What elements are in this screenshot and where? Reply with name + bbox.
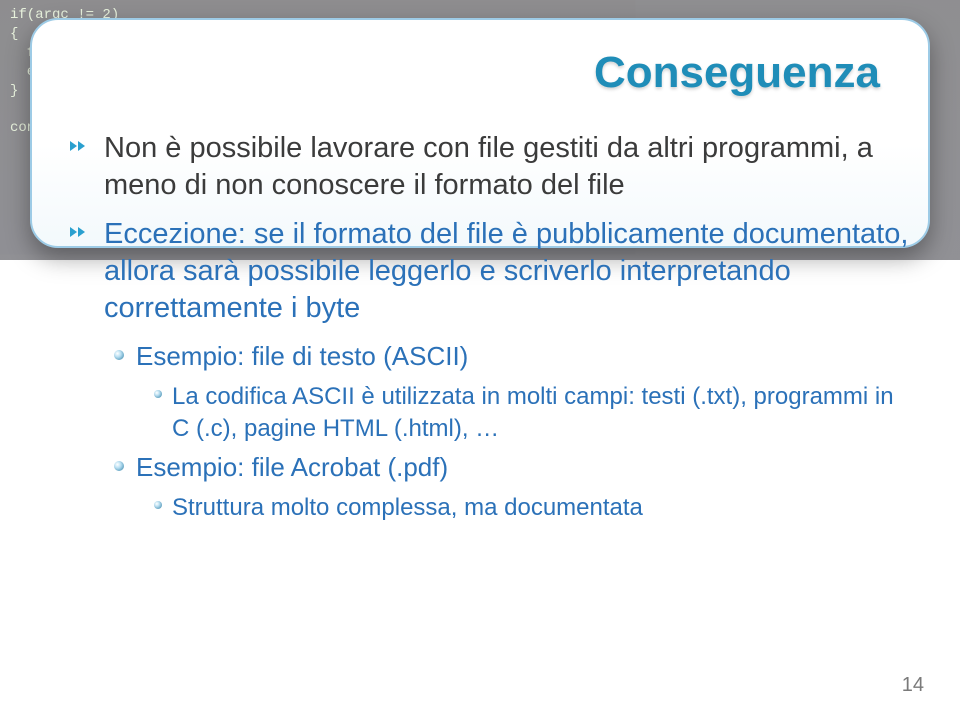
bullet-level3: La codifica ASCII è utilizzata in molti … (154, 381, 910, 444)
bullet-text: La codifica ASCII è utilizzata in molti … (172, 381, 910, 444)
double-arrow-icon (70, 136, 92, 158)
bullet-level2: Esempio: file Acrobat (.pdf) (114, 451, 910, 485)
bullet-level1: Eccezione: se il formato del file è pubb… (70, 216, 910, 327)
bullet-level1: Non è possibile lavorare con file gestit… (70, 130, 910, 204)
bullet-text: Eccezione: se il formato del file è pubb… (104, 216, 910, 327)
bullet-text: Esempio: file Acrobat (.pdf) (136, 451, 448, 485)
double-arrow-icon (70, 222, 92, 244)
slide-title: Conseguenza (594, 48, 880, 98)
bgcode-line: { (10, 26, 18, 42)
bullet-level3: Struttura molto complessa, ma documentat… (154, 492, 910, 524)
content-area: Non è possibile lavorare con file gestit… (70, 130, 910, 530)
bullet-text: Struttura molto complessa, ma documentat… (172, 492, 643, 524)
dot-icon (154, 390, 162, 398)
page-number: 14 (902, 674, 924, 697)
dot-icon (154, 501, 162, 509)
bullet-level2: Esempio: file di testo (ASCII) (114, 340, 910, 374)
bgcode-line: } (10, 83, 18, 99)
bullet-text: Non è possibile lavorare con file gestit… (104, 130, 910, 204)
dot-icon (114, 350, 124, 360)
dot-icon (114, 461, 124, 471)
bullet-text: Esempio: file di testo (ASCII) (136, 340, 468, 374)
